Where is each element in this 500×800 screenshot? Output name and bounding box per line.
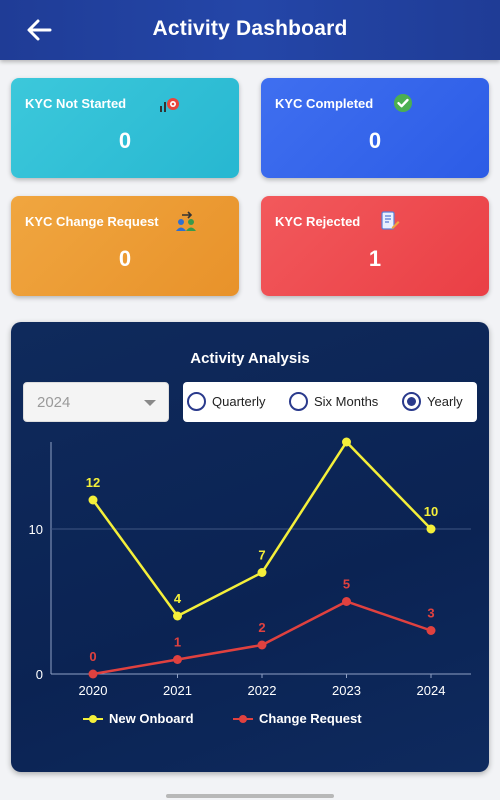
kpi-label: KYC Completed bbox=[275, 96, 374, 111]
y-tick-label: 10 bbox=[29, 522, 43, 537]
caret-down-icon bbox=[144, 400, 156, 406]
document-edit-icon bbox=[381, 211, 400, 230]
data-point bbox=[342, 437, 351, 447]
period-radio-group: Quarterly Six Months Yearly bbox=[183, 382, 477, 422]
radio-unchecked-icon bbox=[187, 392, 206, 411]
radio-label: Quarterly bbox=[212, 394, 266, 409]
data-point bbox=[88, 495, 98, 505]
legend-swatch bbox=[83, 715, 103, 723]
data-label: 4 bbox=[174, 591, 182, 606]
page-title: Activity Dashboard bbox=[152, 17, 348, 40]
x-tick-label: 2022 bbox=[248, 683, 277, 698]
data-label: 2 bbox=[258, 620, 265, 635]
year-select[interactable]: 2024 bbox=[23, 382, 169, 422]
radio-label: Yearly bbox=[427, 394, 463, 409]
people-exchange-icon bbox=[176, 211, 196, 231]
radio-unchecked-icon bbox=[289, 392, 308, 411]
y-tick-label: 0 bbox=[36, 667, 43, 682]
legend-label: Change Request bbox=[259, 711, 362, 726]
data-label: 5 bbox=[343, 577, 350, 592]
kpi-value: 0 bbox=[118, 246, 132, 271]
kpi-label: KYC Not Started bbox=[25, 96, 127, 111]
back-button[interactable] bbox=[22, 14, 56, 46]
x-tick-label: 2020 bbox=[79, 683, 108, 698]
x-tick-label: 2021 bbox=[163, 683, 192, 698]
data-label: 3 bbox=[427, 606, 434, 621]
x-tick-label: 2023 bbox=[332, 683, 361, 698]
kpi-label: KYC Change Request bbox=[25, 214, 159, 229]
data-label: 10 bbox=[424, 504, 438, 519]
data-point bbox=[173, 655, 182, 664]
kpi-card-kyc-completed[interactable]: KYC Completed 0 bbox=[261, 78, 489, 178]
radio-label: Six Months bbox=[314, 394, 379, 409]
radio-checked-icon bbox=[402, 392, 421, 411]
data-label: 1 bbox=[174, 635, 181, 650]
kpi-card-kyc-not-started[interactable]: KYC Not Started 0 bbox=[11, 78, 239, 178]
activity-line-chart: 010202020212022202320241247161001253 bbox=[29, 437, 471, 698]
data-point bbox=[257, 568, 267, 577]
arrow-left-icon bbox=[27, 19, 52, 41]
data-point bbox=[426, 524, 436, 534]
x-tick-label: 2024 bbox=[417, 683, 446, 698]
home-indicator bbox=[166, 794, 334, 798]
panel-title: Activity Analysis bbox=[190, 350, 310, 367]
kpi-value: 0 bbox=[118, 128, 132, 153]
data-point bbox=[173, 611, 182, 621]
legend-swatch bbox=[233, 715, 253, 723]
app-bar: Activity Dashboard bbox=[0, 0, 500, 60]
kpi-value: 1 bbox=[368, 246, 382, 271]
activity-analysis-panel: Activity Analysis 2024 Quarterly Six Mon… bbox=[11, 322, 489, 772]
kpi-label: KYC Rejected bbox=[275, 214, 361, 229]
data-point bbox=[257, 640, 267, 650]
data-point bbox=[88, 669, 98, 679]
kpi-card-kyc-change-request[interactable]: KYC Change Request 0 bbox=[11, 196, 239, 296]
series-line bbox=[92, 600, 432, 676]
year-select-value: 2024 bbox=[37, 394, 71, 411]
data-label: 0 bbox=[89, 649, 96, 664]
data-label: 12 bbox=[86, 475, 100, 490]
data-point bbox=[426, 626, 436, 635]
kpi-value: 0 bbox=[368, 128, 382, 153]
chart-legend: New Onboard Change Request bbox=[11, 710, 489, 730]
data-label: 7 bbox=[258, 548, 265, 563]
chart-icon bbox=[160, 98, 179, 112]
kpi-card-kyc-rejected[interactable]: KYC Rejected 1 bbox=[261, 196, 489, 296]
legend-label: New Onboard bbox=[109, 711, 194, 726]
data-point bbox=[342, 597, 351, 606]
check-icon bbox=[394, 94, 412, 112]
